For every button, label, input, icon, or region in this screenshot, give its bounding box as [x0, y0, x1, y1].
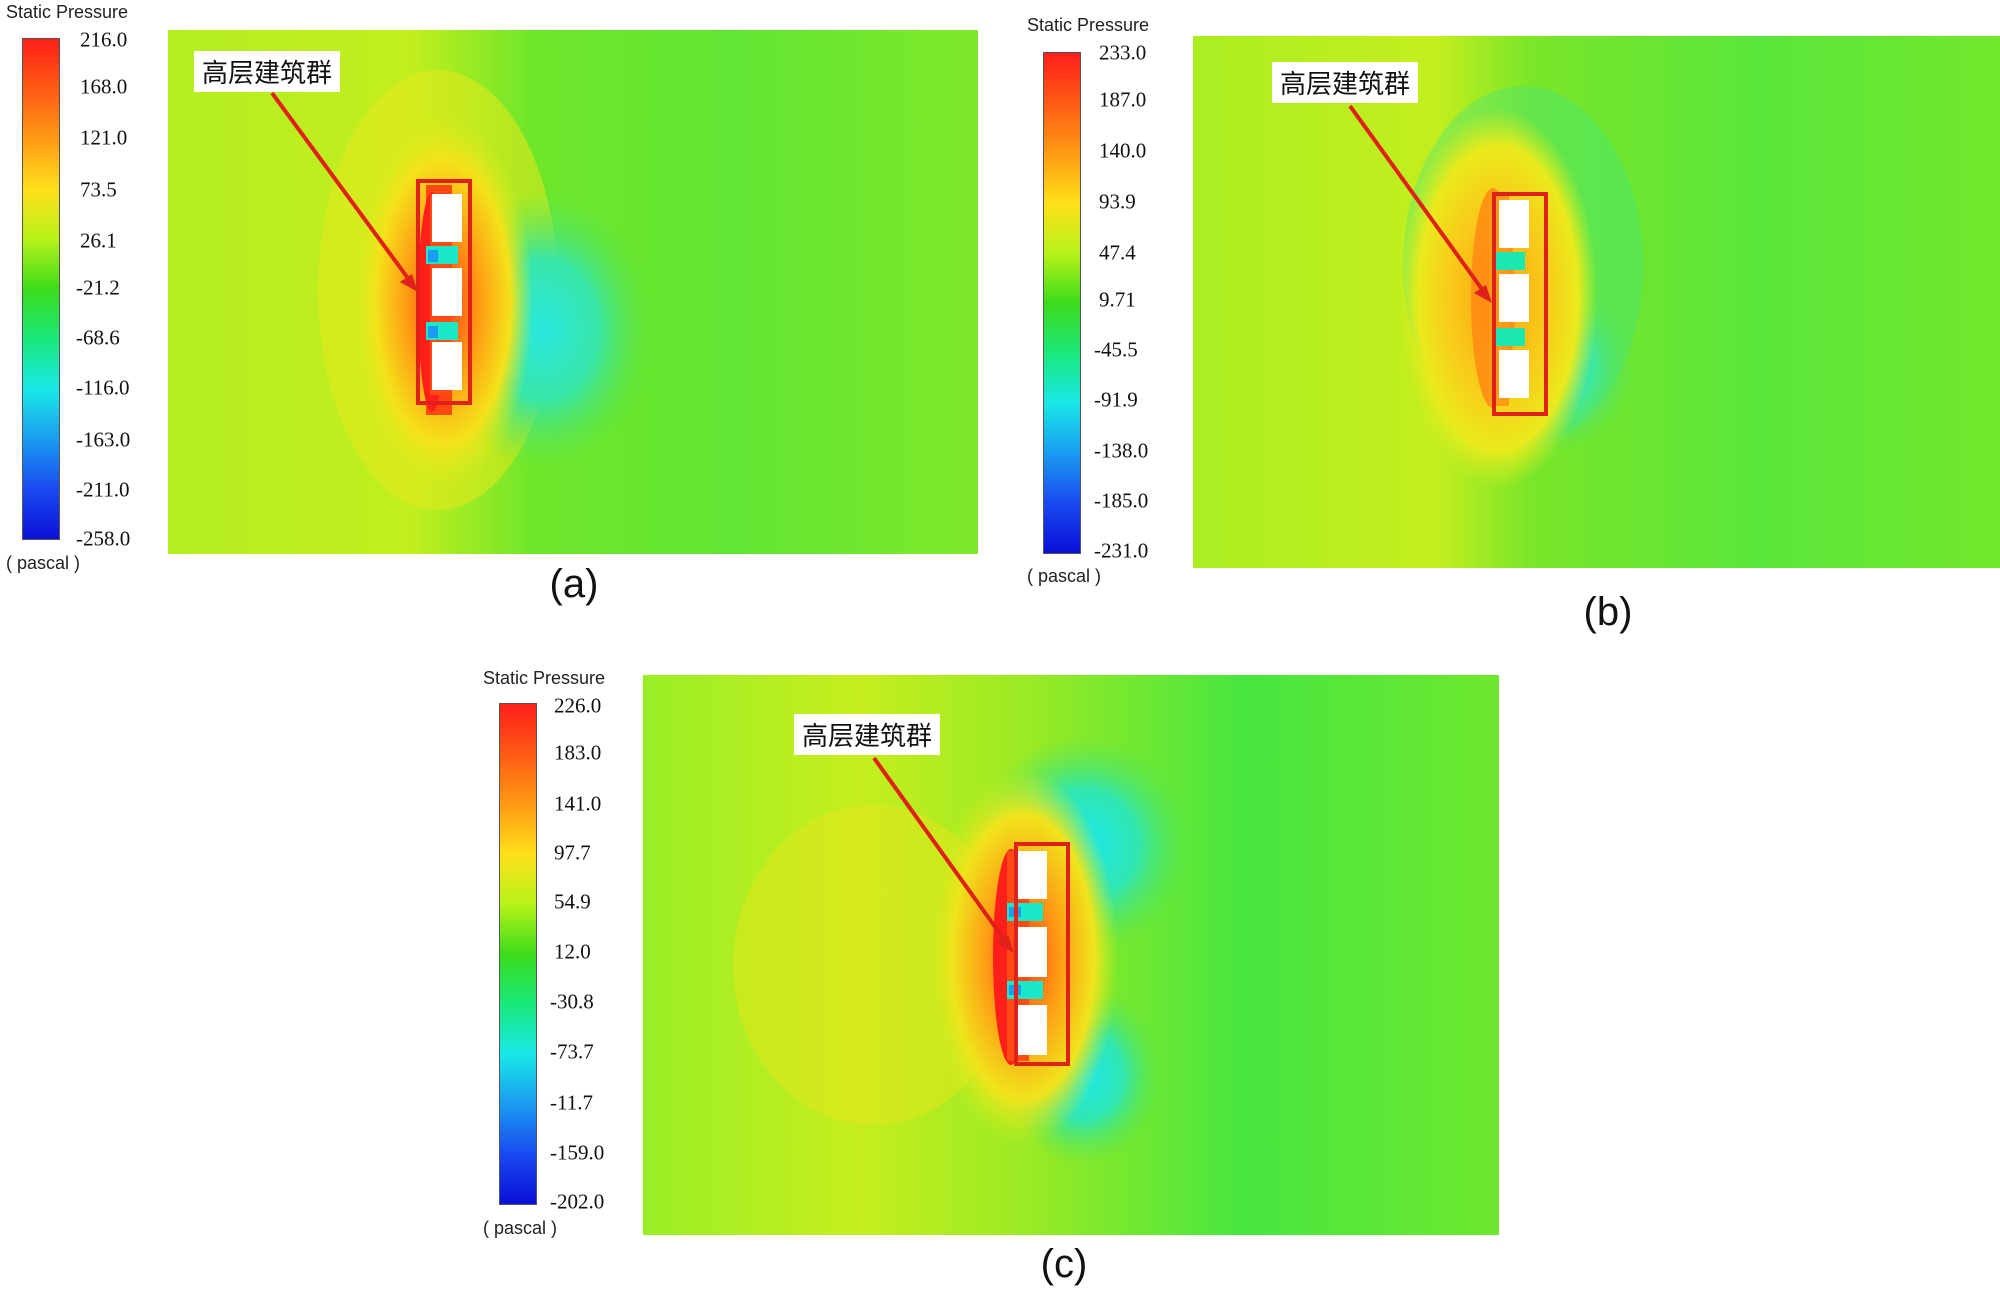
tick-label: -45.5 [1094, 337, 1138, 362]
highlight-box [1492, 192, 1548, 416]
pressure-contour [643, 675, 1499, 1235]
arrowhead [400, 274, 418, 292]
panel-caption: (a) [549, 562, 599, 606]
colorbar [499, 703, 537, 1205]
tick-label: 9.71 [1099, 287, 1136, 312]
legend-title: Static Pressure [6, 2, 129, 22]
tick-label: -68.6 [76, 325, 120, 350]
building-group [426, 194, 462, 395]
tick-label: 183.0 [554, 740, 602, 765]
tick-label: -116.0 [76, 375, 130, 400]
annotation-arrow [270, 91, 412, 283]
pressure-contour [1193, 36, 2000, 568]
highlight-box [1014, 842, 1070, 1066]
tick-label: 226.0 [554, 693, 602, 718]
building [1015, 927, 1047, 977]
tick-label: 168.0 [80, 74, 128, 99]
annotation-arrow [1348, 104, 1486, 294]
building [1499, 200, 1529, 248]
annotation-label: 高层建筑群 [1272, 62, 1419, 103]
unit-label: ( pascal ) [1027, 566, 1102, 586]
annotation-arrow [872, 756, 1008, 944]
tick-label: 97.7 [554, 840, 591, 865]
tick-label: 54.9 [554, 889, 591, 914]
colorbar [22, 38, 60, 540]
tick-label: 12.0 [554, 939, 591, 964]
tick-label: -185.0 [1094, 488, 1149, 513]
tick-label: 141.0 [554, 791, 602, 816]
building [1015, 851, 1047, 899]
tick-label: 216.0 [80, 27, 128, 52]
tick-label: -91.9 [1094, 387, 1138, 412]
pressure-contour [168, 30, 978, 554]
tick-label: -21.2 [76, 275, 120, 300]
tick-label: -258.0 [76, 526, 131, 551]
tick-label: 187.0 [1099, 87, 1147, 112]
tick-label: -138.0 [1094, 438, 1149, 463]
pressure-field [643, 675, 1499, 1235]
building [1499, 350, 1529, 398]
unit-label: ( pascal ) [6, 553, 81, 573]
tick-label: -159.0 [550, 1140, 605, 1165]
tick-label: 26.1 [80, 228, 117, 253]
tick-label: -163.0 [76, 427, 131, 452]
panel-caption: (b) [1583, 590, 1633, 634]
panel-caption: (c) [1040, 1242, 1088, 1286]
tick-label: -30.8 [550, 989, 594, 1014]
tick-label: -211.0 [76, 477, 130, 502]
tick-label: 93.9 [1099, 189, 1136, 214]
tick-label: 233.0 [1099, 40, 1147, 65]
annotation-label: 高层建筑群 [794, 714, 941, 755]
unit-label: ( pascal ) [483, 1218, 558, 1238]
tick-label: 121.0 [80, 125, 128, 150]
annotation-label: 高层建筑群 [194, 51, 341, 92]
legend-title: Static Pressure [1027, 15, 1150, 35]
tick-label: 47.4 [1099, 240, 1136, 265]
pressure-field [168, 30, 978, 554]
arrowhead [1474, 285, 1492, 303]
colorbar [1043, 52, 1081, 554]
legend-title: Static Pressure [483, 668, 606, 688]
building [432, 268, 462, 316]
building [432, 342, 462, 390]
building [1499, 274, 1529, 322]
tick-label: -73.7 [550, 1039, 594, 1064]
building [1015, 1005, 1047, 1055]
tick-label: 73.5 [80, 177, 117, 202]
tick-label: -11.7 [550, 1090, 593, 1115]
tick-label: -231.0 [1094, 538, 1149, 563]
arrowhead [996, 935, 1014, 953]
tick-label: 140.0 [1099, 138, 1147, 163]
building [432, 194, 462, 242]
pressure-field [1193, 36, 2000, 568]
tick-label: -202.0 [550, 1189, 605, 1214]
